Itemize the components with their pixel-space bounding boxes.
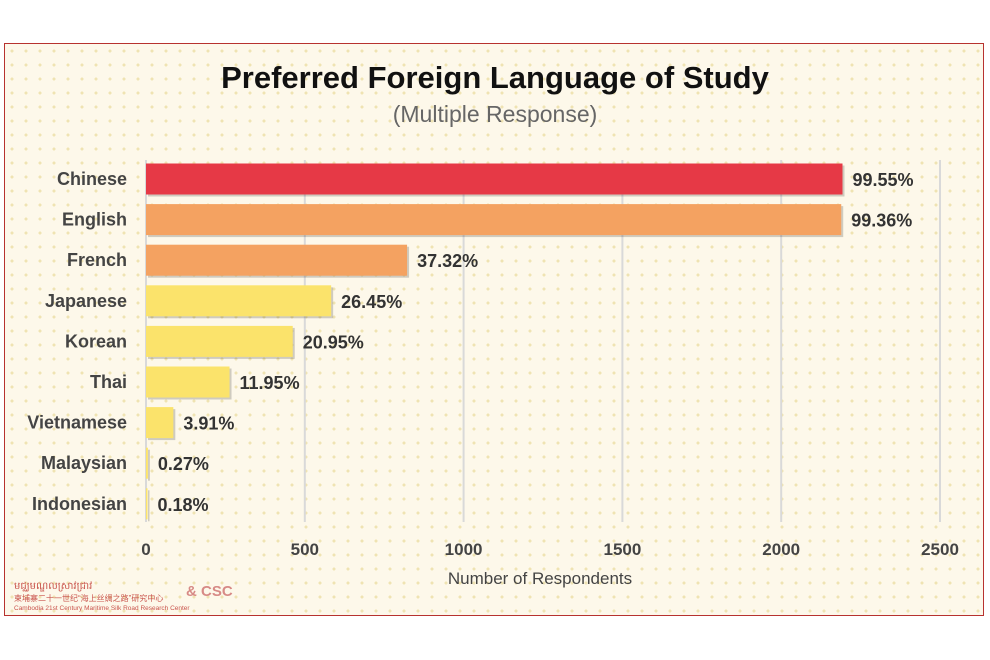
chart-subtitle: (Multiple Response) xyxy=(392,101,598,127)
bar xyxy=(146,163,843,195)
bar xyxy=(146,447,148,479)
chart-frame xyxy=(4,43,984,616)
bar xyxy=(146,366,230,398)
org-name-khmer: មជ្ឈមណ្ឌលស្រាវជ្រាវ xyxy=(14,581,93,592)
category-label: French xyxy=(67,250,127,270)
x-tick-label: 2500 xyxy=(921,540,959,559)
x-tick-label: 1000 xyxy=(445,540,483,559)
org-name-english: Cambodia 21st Century Maritime Silk Road… xyxy=(14,605,190,612)
data-label: 99.36% xyxy=(851,211,912,231)
category-label: Chinese xyxy=(57,169,127,189)
data-label: 0.27% xyxy=(158,454,209,474)
category-label: Indonesian xyxy=(32,494,127,514)
category-label: Thai xyxy=(90,372,127,392)
data-label: 3.91% xyxy=(183,414,234,434)
org-logo: មជ្ឈមណ្ឌលស្រាវជ្រាវ 柬埔寨二十一世纪“海上丝绸之路”研究中心… xyxy=(14,565,254,615)
data-label: 99.55% xyxy=(852,170,913,190)
partner-label: & CSC xyxy=(186,583,233,600)
data-label: 0.18% xyxy=(158,495,209,515)
bar xyxy=(146,244,408,276)
chart-title: Preferred Foreign Language of Study xyxy=(221,60,769,95)
category-label: Japanese xyxy=(45,291,127,311)
bar xyxy=(146,204,842,236)
bar-shadow xyxy=(148,449,150,481)
data-label: 26.45% xyxy=(341,292,402,312)
x-tick-label: 1500 xyxy=(603,540,641,559)
bar xyxy=(146,407,174,439)
category-label: Vietnamese xyxy=(27,413,127,433)
data-label: 11.95% xyxy=(240,373,300,393)
org-name-chinese: 柬埔寨二十一世纪“海上丝绸之路”研究中心 xyxy=(14,594,164,603)
category-label: English xyxy=(62,210,127,230)
category-label: Malaysian xyxy=(41,453,127,473)
data-label: 37.32% xyxy=(417,251,478,271)
category-label: Korean xyxy=(65,331,127,351)
x-tick-label: 0 xyxy=(141,540,150,559)
bar xyxy=(146,325,293,357)
bar xyxy=(146,488,148,520)
bar xyxy=(146,285,332,317)
x-tick-label: 500 xyxy=(291,540,319,559)
x-tick-label: 2000 xyxy=(762,540,800,559)
x-axis-label: Number of Respondents xyxy=(448,569,632,588)
bar-shadow xyxy=(148,490,150,522)
data-label: 20.95% xyxy=(303,332,364,352)
